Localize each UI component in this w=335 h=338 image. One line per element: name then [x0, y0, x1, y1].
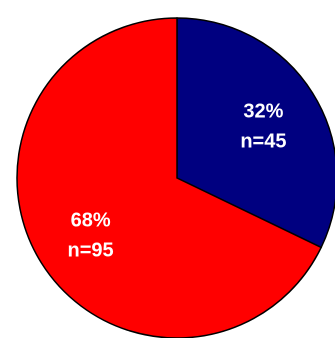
- pie-slice-1: [16, 17, 323, 338]
- slice-count-label-0: n=45: [240, 131, 286, 153]
- pie-labels: 32% n=45 68% n=95: [68, 101, 287, 262]
- pie-slices: [16, 17, 335, 338]
- slice-percent-label-0: 32%: [243, 101, 283, 123]
- slice-count-label-1: n=95: [68, 239, 114, 261]
- pie-slice-0: [176, 17, 335, 249]
- slice-percent-label-1: 68%: [71, 209, 111, 231]
